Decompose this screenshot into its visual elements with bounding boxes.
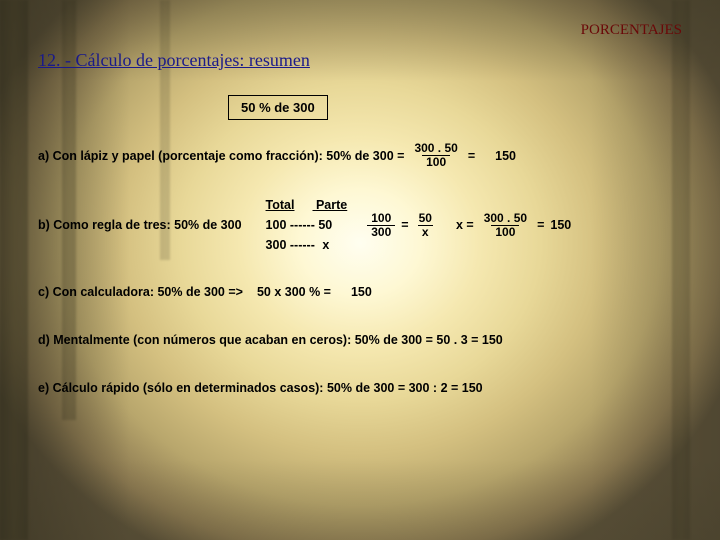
section-title: 12. - Cálculo de porcentajes: resumen (38, 50, 690, 71)
method-c: c) Con calculadora: 50% de 300 => 50 x 3… (38, 285, 690, 299)
method-a-fraction: 300 . 50 100 (410, 142, 461, 169)
method-b-label: b) Como regla de tres: 50% de 300 (38, 218, 242, 232)
t-r1r: 50 (318, 218, 332, 232)
method-a-label: a) Con lápiz y papel (porcentaje como fr… (38, 149, 404, 163)
prop-frac-2: 50 x (415, 212, 436, 239)
method-c-label: c) Con calculadora: 50% de 300 => (38, 285, 243, 299)
method-c-calc: 50 x 300 % = (257, 285, 331, 299)
t-r1l: 100 (266, 218, 287, 232)
x-equals: x = (456, 218, 474, 232)
t-r2l: 300 (266, 238, 287, 252)
prop-frac-1: 100 300 (367, 212, 395, 239)
col-total: Total (266, 198, 295, 212)
frac-num: 50 (415, 212, 436, 225)
prop-frac-3: 300 . 50 100 (480, 212, 531, 239)
frac-num: 300 . 50 (480, 212, 531, 225)
equals: = (468, 149, 475, 163)
frac-num: 100 (367, 212, 395, 225)
page-header: PORCENTAJES (581, 22, 682, 39)
t-r2r: x (322, 238, 329, 252)
method-c-result: 150 (351, 285, 372, 299)
method-d: d) Mentalmente (con números que acaban e… (38, 333, 690, 347)
method-b: b) Como regla de tres: 50% de 300 Total … (38, 195, 690, 255)
method-a-result: 150 (495, 149, 516, 163)
equals: = (401, 218, 408, 232)
frac-den: 300 (367, 225, 395, 239)
rule-of-three-table: Total Parte 100 ------ 50 300 ------ x (266, 195, 348, 255)
frac-den: 100 (422, 155, 450, 169)
method-a: a) Con lápiz y papel (porcentaje como fr… (38, 142, 690, 169)
frac-num: 300 . 50 (410, 142, 461, 155)
equals: = (537, 218, 544, 232)
col-parte: Parte (316, 198, 347, 212)
t-r1m: ------ (290, 218, 315, 232)
frac-den: x (418, 225, 433, 239)
method-e-text: e) Cálculo rápido (sólo en determinados … (38, 381, 483, 395)
problem-box: 50 % de 300 (228, 95, 328, 120)
t-r2m: ------ (290, 238, 315, 252)
method-b-result: 150 (550, 218, 571, 232)
method-e: e) Cálculo rápido (sólo en determinados … (38, 381, 690, 395)
frac-den: 100 (491, 225, 519, 239)
method-d-text: d) Mentalmente (con números que acaban e… (38, 333, 503, 347)
